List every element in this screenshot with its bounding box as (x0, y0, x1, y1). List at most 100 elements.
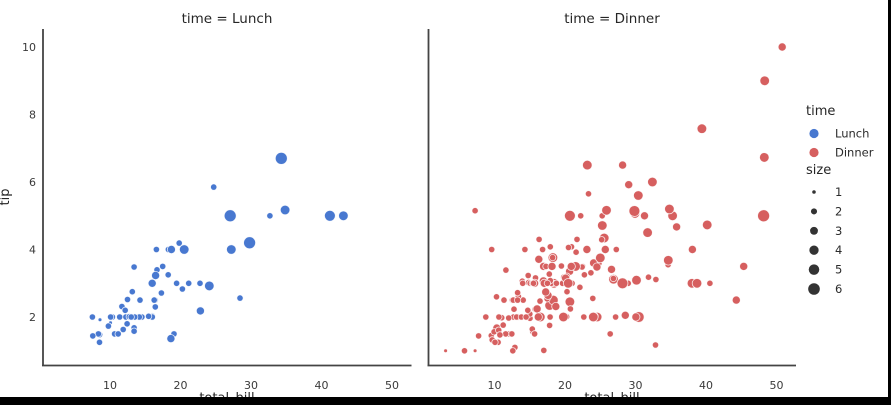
data-point (500, 296, 508, 304)
data-point (178, 285, 186, 293)
dinner-points (443, 42, 787, 355)
data-point (150, 296, 158, 304)
data-point (151, 271, 161, 280)
legend-size-label: 6 (835, 282, 842, 296)
data-point (663, 255, 674, 266)
data-point (540, 346, 548, 354)
data-point (558, 311, 569, 323)
y-tick-label: 8 (29, 109, 36, 122)
data-point (551, 302, 561, 311)
data-point (159, 262, 167, 270)
data-point (279, 204, 291, 216)
data-point (539, 245, 547, 254)
data-point (492, 293, 501, 301)
data-point (204, 280, 215, 292)
data-point (123, 295, 132, 304)
data-point (696, 123, 708, 134)
data-point (616, 277, 629, 290)
legend-size-label: 3 (835, 224, 842, 238)
legend-size-title: size (806, 163, 831, 178)
data-point (564, 209, 576, 222)
data-point (534, 254, 544, 264)
data-point (505, 314, 513, 322)
legend-hue-title: time (806, 104, 835, 119)
data-point (195, 306, 205, 316)
data-point (546, 321, 554, 329)
data-point (152, 245, 160, 254)
data-point (706, 279, 714, 287)
data-point (642, 227, 653, 238)
data-point (178, 244, 190, 255)
data-point (566, 261, 576, 271)
data-point (631, 312, 641, 322)
data-point (196, 279, 204, 287)
data-point (482, 313, 490, 321)
data-point (584, 190, 593, 198)
data-point (572, 248, 580, 256)
x-tick-label: 50 (385, 379, 399, 392)
data-point (592, 262, 602, 272)
data-point (514, 289, 522, 297)
data-point (647, 176, 658, 188)
data-point (151, 303, 159, 311)
data-point (701, 219, 713, 231)
legend-hue-swatch (809, 128, 819, 139)
legend-size-swatch (810, 226, 818, 235)
legend-size-label: 2 (835, 204, 842, 218)
data-point (324, 209, 336, 222)
data-point (95, 338, 104, 346)
data-point (640, 211, 649, 221)
data-point (644, 273, 653, 281)
data-point (488, 245, 496, 254)
data-point (533, 312, 543, 322)
x-tick-label: 40 (699, 379, 713, 392)
data-point (443, 348, 448, 354)
facet-title-lunch: time = Lunch (182, 11, 273, 27)
data-point (547, 261, 557, 271)
figure-canvas: time = Lunch time = Dinner total_bill to… (0, 0, 888, 397)
data-point (549, 254, 557, 262)
data-point (589, 294, 597, 302)
data-point (532, 304, 542, 314)
data-point (185, 279, 193, 287)
data-point (502, 266, 510, 274)
legend-size-swatch (808, 283, 820, 295)
tick-labels: 10 20 30 40 50 10 20 30 40 50 2 4 6 8 10 (22, 41, 784, 392)
data-point (88, 313, 96, 321)
data-point (612, 245, 620, 254)
data-point (166, 245, 176, 254)
data-point (226, 244, 237, 255)
data-point (631, 274, 642, 286)
data-point (236, 294, 244, 302)
data-point (687, 245, 697, 254)
data-point (536, 297, 544, 305)
x-tick-label: 20 (174, 379, 188, 392)
legend-size-label: 4 (835, 243, 842, 257)
data-point (107, 313, 115, 321)
data-point (223, 209, 237, 223)
data-point (164, 271, 172, 279)
data-point (496, 331, 504, 339)
data-point (601, 205, 612, 216)
data-point (691, 278, 703, 289)
legend: time size Lunch Dinner 1 2 3 4 5 6 (806, 104, 874, 296)
data-point (274, 151, 288, 165)
data-point (562, 278, 574, 289)
data-point (243, 236, 257, 250)
lunch-points (88, 151, 349, 346)
scatter-facet-chart: time = Lunch time = Dinner total_bill to… (0, 11, 874, 397)
data-point (147, 278, 157, 288)
data-point (618, 160, 628, 170)
data-point (145, 312, 153, 320)
data-point (624, 180, 634, 190)
data-point (588, 311, 599, 323)
x-tick-label: 50 (770, 379, 784, 392)
data-point (475, 332, 483, 340)
legend-size-label: 1 (835, 185, 842, 199)
data-point (266, 212, 274, 220)
data-point (552, 279, 560, 287)
data-point (175, 239, 183, 247)
y-tick-label: 6 (29, 176, 36, 189)
data-point (460, 347, 469, 355)
